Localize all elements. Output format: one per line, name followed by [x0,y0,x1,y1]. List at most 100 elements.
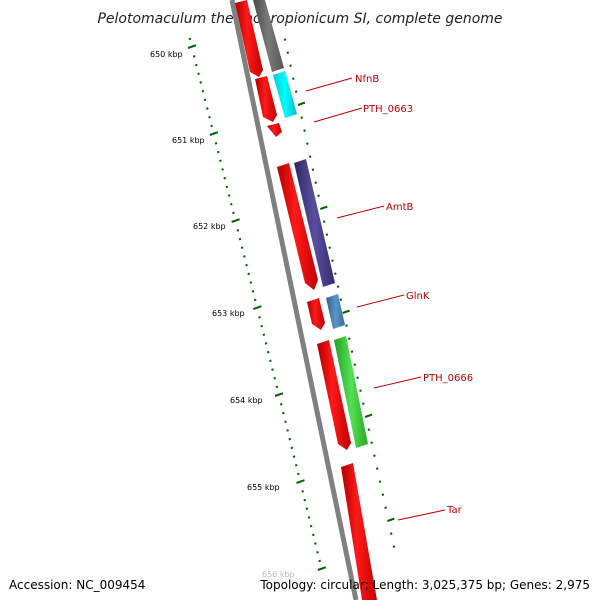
ruler-tick [219,159,222,163]
ruler-tick [210,124,213,128]
ruler-tick [247,272,251,276]
callout-line [397,509,446,521]
gene-feature-pth-0666[interactable] [334,336,368,448]
gene-feature-unlabeled[interactable] [253,0,284,72]
ruler-tick [229,202,233,206]
ruler-tick [236,229,240,232]
gene-feature-glnk[interactable] [326,294,345,329]
ruler-tick [342,309,351,314]
ruler-tick [317,194,320,197]
ruler-tick [258,316,261,319]
gene-label-amtb[interactable]: AmtB [386,202,414,213]
gene-feature-amtb[interactable] [294,159,335,287]
map-title: Pelotomaculum thermopropionicum SI, comp… [97,11,502,27]
accession-text: Accession: NC_009454 [9,578,146,592]
cds-feature[interactable] [341,463,377,600]
ruler-tick [197,72,200,76]
ruler-tick [269,359,272,363]
ruler-tick [232,211,235,215]
ruler-label: 651 kbp [172,136,205,145]
gene-callouts: NfnB PTH_0663 AmtB GlnK PTH_0666 Tar [305,74,473,521]
ruler-tick [301,490,304,493]
ruler-tick [303,498,307,502]
ruler-tick [328,246,332,249]
ruler-tick [205,107,209,110]
ruler-label: 655 kbp [247,483,280,492]
ruler-tick [378,480,382,483]
ruler-tick [297,472,300,476]
ruler-tick [311,533,315,537]
callout-line [305,77,353,92]
ruler-tick [195,63,198,67]
gene-label-pth-0663[interactable]: PTH_0663 [363,104,413,115]
ruler-tick [303,129,306,132]
cds-feature[interactable] [255,76,277,122]
ruler-tick [273,376,277,380]
ruler-tick [333,272,337,275]
cds-feature[interactable] [317,340,351,450]
ruler-label: 650 kbp [150,50,183,59]
ruler-tick [245,263,248,267]
ruler-tick [296,479,305,484]
ruler-tick [208,115,211,119]
ruler-tick [199,81,203,84]
ruler-tick [253,305,262,310]
ruler-tick [370,441,373,444]
ruler-label: 652 kbp [193,222,226,231]
ruler-tick [192,55,196,58]
ruler-tick [225,185,229,189]
ruler-tick [300,116,304,119]
ruler-tick [314,542,317,545]
gene-feature-nfnb[interactable] [273,71,297,118]
ruler-tick [187,44,197,49]
cds-feature[interactable] [267,123,282,137]
ruler-tick [209,131,219,136]
ruler-tick [373,454,376,457]
callout-line [356,294,405,308]
ruler-tick [311,168,315,171]
outer-tick-row [283,38,396,548]
ruler-tick [284,420,287,424]
ruler-tick [384,506,387,509]
ruler-tick [214,142,218,145]
ruler-tick [294,463,298,467]
ruler-tick [188,37,192,41]
ruler-tick [294,90,298,93]
ruler-tick [387,517,395,522]
ruler-tick [238,237,242,241]
ruler-tick [253,298,257,302]
ruler-tick [262,333,266,337]
ruler-tick [367,428,371,431]
genome-summary-text: Topology: circular; Length: 3,025,375 bp… [260,578,590,592]
reverse-strand-features [235,0,377,600]
ruler-tick [331,259,334,262]
ruler-tick [216,150,220,154]
ruler-tick [308,155,312,158]
ruler-tick [266,350,270,354]
gene-label-tar[interactable]: Tar [446,505,463,516]
ruler-tick [292,455,296,458]
gene-label-nfnb[interactable]: NfnB [355,74,379,85]
ruler-tick [318,559,322,563]
ruler-tick [243,255,246,258]
cds-feature[interactable] [307,298,325,330]
ruler-tick [274,392,284,397]
ruler-tick [271,368,274,371]
gene-label-glnk[interactable]: GlnK [406,291,430,302]
ruler-tick [375,467,379,470]
ruler-tick [350,350,354,353]
ruler-tick [290,446,294,450]
cds-feature[interactable] [235,0,263,77]
ruler-tick [336,285,340,288]
cds-feature[interactable] [277,163,318,290]
callout-line [313,107,363,123]
ruler-tick [283,38,287,41]
ruler-tick [361,402,365,405]
ruler-tick [201,89,205,93]
ruler-tick [240,246,244,250]
ruler-tick [364,413,373,418]
callout-line [336,205,385,219]
ruler-tick [231,218,240,223]
gene-label-pth-0666[interactable]: PTH_0666 [423,373,473,384]
